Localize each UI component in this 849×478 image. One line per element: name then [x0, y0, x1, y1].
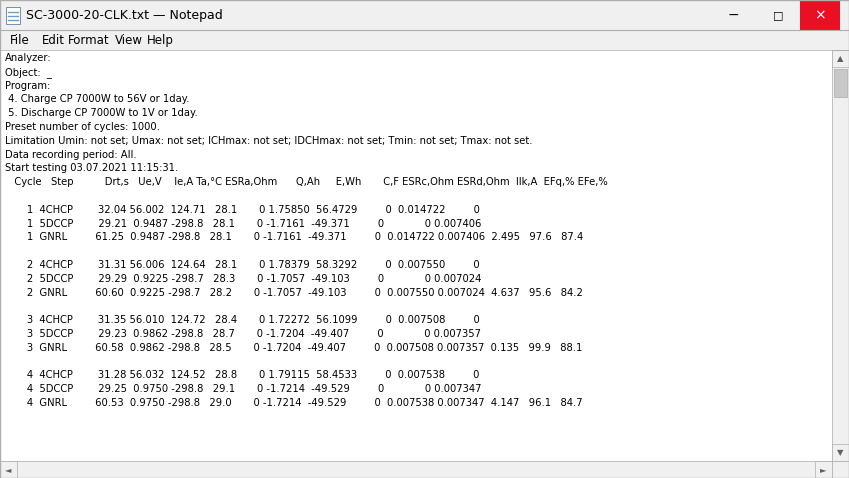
Bar — [834, 69, 847, 97]
Bar — [800, 0, 840, 30]
Bar — [6, 7, 20, 24]
Text: 4  GNRL         60.53  0.9750 -298.8   29.0       0 -1.7214  -49.529         0  : 4 GNRL 60.53 0.9750 -298.8 29.0 0 -1.721… — [5, 398, 582, 408]
Text: 2  4CHCP        31.31 56.006  124.64   28.1       0 1.78379  58.3292         0  : 2 4CHCP 31.31 56.006 124.64 28.1 0 1.783… — [5, 260, 480, 270]
Text: 3  5DCCP        29.23  0.9862 -298.8   28.7       0 -1.7204  -49.407         0  : 3 5DCCP 29.23 0.9862 -298.8 28.7 0 -1.72… — [5, 329, 481, 339]
Bar — [832, 50, 849, 67]
Text: 3  GNRL         60.58  0.9862 -298.8   28.5       0 -1.7204  -49.407         0  : 3 GNRL 60.58 0.9862 -298.8 28.5 0 -1.720… — [5, 343, 582, 353]
Bar — [815, 461, 832, 478]
Text: SC-3000-20-CLK.txt — Notepad: SC-3000-20-CLK.txt — Notepad — [26, 9, 222, 22]
Text: Data recording period: All.: Data recording period: All. — [5, 150, 137, 160]
Text: 1  4CHCP        32.04 56.002  124.71   28.1       0 1.75850  56.4729         0  : 1 4CHCP 32.04 56.002 124.71 28.1 0 1.758… — [5, 205, 480, 215]
Bar — [832, 50, 849, 461]
Bar — [832, 444, 849, 461]
Text: 3  4CHCP        31.35 56.010  124.72   28.4       0 1.72272  56.1099         0  : 3 4CHCP 31.35 56.010 124.72 28.4 0 1.722… — [5, 315, 480, 325]
Text: Limitation Umin: not set; Umax: not set; ICHmax: not set; IDCHmax: not set; Tmin: Limitation Umin: not set; Umax: not set;… — [5, 136, 532, 146]
Text: ▼: ▼ — [837, 448, 844, 457]
Text: □: □ — [773, 10, 784, 20]
Text: 1  5DCCP        29.21  0.9487 -298.8   28.1       0 -1.7161  -49.371         0  : 1 5DCCP 29.21 0.9487 -298.8 28.1 0 -1.71… — [5, 218, 481, 228]
Bar — [0, 461, 832, 478]
Text: 2  GNRL         60.60  0.9225 -298.7   28.2       0 -1.7057  -49.103         0  : 2 GNRL 60.60 0.9225 -298.7 28.2 0 -1.705… — [5, 288, 583, 298]
Bar — [832, 461, 849, 478]
Text: ►: ► — [820, 465, 827, 474]
Bar — [0, 30, 849, 50]
Text: 5. Discharge CP 7000W to 1V or 1day.: 5. Discharge CP 7000W to 1V or 1day. — [5, 108, 198, 118]
Bar — [0, 50, 832, 461]
Text: 1  GNRL         61.25  0.9487 -298.8   28.1       0 -1.7161  -49.371         0  : 1 GNRL 61.25 0.9487 -298.8 28.1 0 -1.716… — [5, 232, 583, 242]
Text: ×: × — [814, 8, 826, 22]
Text: File: File — [10, 33, 30, 46]
Text: Start testing 03.07.2021 11:15:31.: Start testing 03.07.2021 11:15:31. — [5, 163, 178, 174]
Text: 4  4CHCP        31.28 56.032  124.52   28.8       0 1.79115  58.4533         0  : 4 4CHCP 31.28 56.032 124.52 28.8 0 1.791… — [5, 370, 480, 380]
Text: Preset number of cycles: 1000.: Preset number of cycles: 1000. — [5, 122, 160, 132]
Bar — [713, 0, 753, 30]
Bar — [0, 461, 17, 478]
Text: ▲: ▲ — [837, 54, 844, 63]
Text: View: View — [115, 33, 143, 46]
Text: 4. Charge CP 7000W to 56V or 1day.: 4. Charge CP 7000W to 56V or 1day. — [5, 94, 189, 104]
Text: Help: Help — [147, 33, 174, 46]
Text: ◄: ◄ — [5, 465, 12, 474]
Text: Object:  _: Object: _ — [5, 67, 52, 78]
Text: Program:: Program: — [5, 81, 50, 91]
Text: Edit: Edit — [42, 33, 65, 46]
Text: 2  5DCCP        29.29  0.9225 -298.7   28.3       0 -1.7057  -49.103         0  : 2 5DCCP 29.29 0.9225 -298.7 28.3 0 -1.70… — [5, 274, 481, 284]
Text: 4  5DCCP        29.25  0.9750 -298.8   29.1       0 -1.7214  -49.529         0  : 4 5DCCP 29.25 0.9750 -298.8 29.1 0 -1.72… — [5, 384, 481, 394]
Text: Analyzer:: Analyzer: — [5, 53, 52, 63]
Text: Cycle   Step          Drt,s   Ue,V    Ie,A Ta,°C ESRa,Ohm      Q,Ah     E,Wh    : Cycle Step Drt,s Ue,V Ie,A Ta,°C ESRa,Oh… — [5, 177, 608, 187]
Bar — [0, 0, 849, 30]
Text: Format: Format — [68, 33, 110, 46]
Text: −: − — [728, 8, 739, 22]
Bar — [758, 0, 798, 30]
